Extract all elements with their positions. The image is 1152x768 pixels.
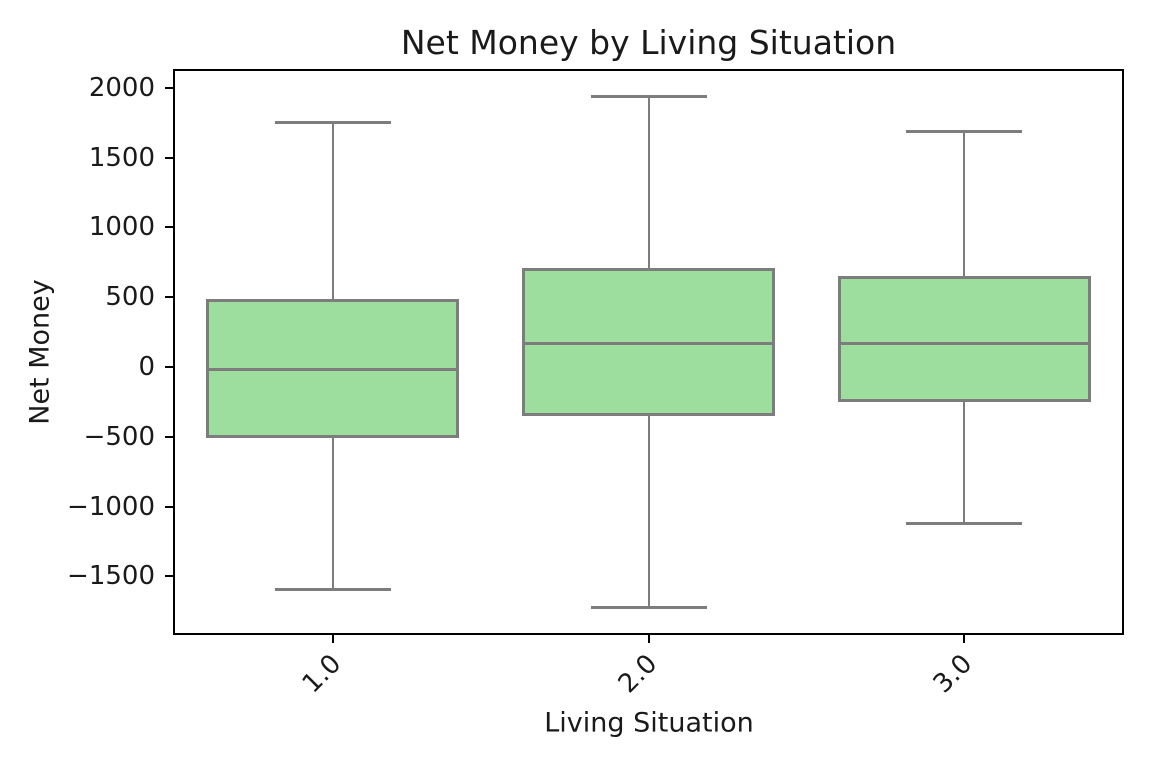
chart-title: Net Money by Living Situation <box>400 23 897 62</box>
plot-area <box>173 69 1124 635</box>
y-tick-label: −1500 <box>67 561 155 592</box>
y-tick-label: −500 <box>83 421 155 452</box>
x-tick-label: 3.0 <box>927 648 979 700</box>
y-tick-label: 1000 <box>88 212 155 243</box>
y-tick-label: 2000 <box>88 72 155 103</box>
y-tick-label: −1000 <box>67 491 155 522</box>
y-tick-label: 1500 <box>88 142 155 173</box>
y-axis-label: Net Money <box>24 279 56 425</box>
x-tick-label: 1.0 <box>296 648 348 700</box>
x-axis-label: Living Situation <box>544 707 754 739</box>
x-tick-label: 2.0 <box>612 648 663 700</box>
